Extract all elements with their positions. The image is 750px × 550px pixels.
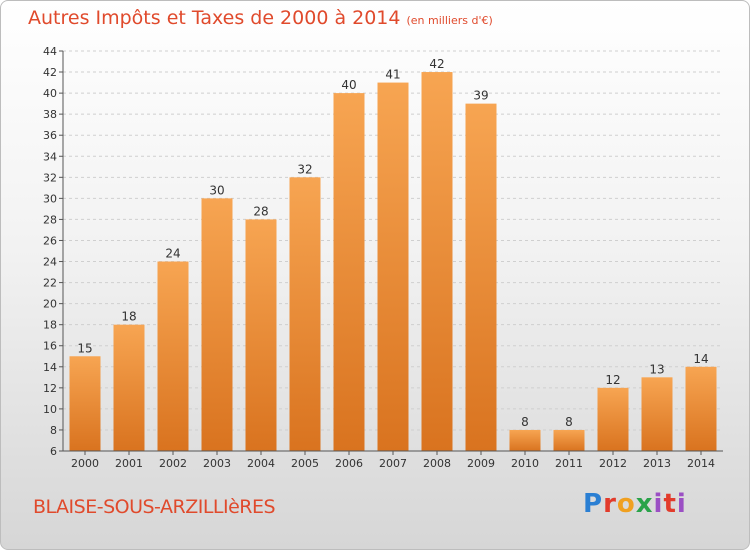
x-tick-label: 2005	[291, 457, 319, 470]
bar-2013	[641, 377, 673, 451]
y-tick-label: 34	[43, 150, 57, 163]
chart-unit: (en milliers d'€)	[406, 14, 493, 27]
y-tick-label: 32	[43, 171, 57, 184]
bar-2012	[597, 387, 629, 451]
bar-value-label: 42	[429, 57, 444, 71]
y-tick-label: 40	[43, 87, 57, 100]
bar-2007	[377, 82, 409, 451]
bar-2014	[685, 366, 717, 451]
y-tick-label: 20	[43, 298, 57, 311]
bar-2000	[69, 356, 101, 451]
y-tick-label: 28	[43, 213, 57, 226]
y-tick-label: 30	[43, 192, 57, 205]
x-tick-label: 2000	[71, 457, 99, 470]
y-tick-label: 42	[43, 66, 57, 79]
x-tick-label: 2003	[203, 457, 231, 470]
bar-2004	[245, 219, 277, 451]
bar-2002	[157, 261, 189, 451]
y-tick-label: 10	[43, 403, 57, 416]
bar-2008	[421, 72, 453, 451]
y-tick-label: 38	[43, 108, 57, 121]
town-name: BLAISE-SOUS-ARZILLIèRES	[33, 496, 276, 518]
y-axis: 6 8 10 12 14 16 18 20 22 24 26 28 30 32 34 36 38 40 42 44	[43, 45, 64, 458]
x-tick-label: 2008	[423, 457, 451, 470]
bar-2005	[289, 177, 321, 451]
bars: 15 18 24 30 28 32 40 41 42 39 8 8 12 13 14	[69, 57, 717, 452]
x-tick-label: 2002	[159, 457, 187, 470]
y-tick-label: 36	[43, 129, 57, 142]
bar-value-label: 40	[341, 78, 356, 92]
bar-value-label: 8	[521, 415, 529, 429]
bar-value-label: 30	[209, 183, 224, 197]
y-tick-label: 26	[43, 234, 57, 247]
bar-value-label: 24	[165, 247, 180, 261]
x-tick-label: 2013	[643, 457, 671, 470]
bar-value-label: 13	[649, 362, 664, 376]
x-tick-label: 2007	[379, 457, 407, 470]
bar-value-label: 15	[77, 341, 92, 355]
x-tick-label: 2004	[247, 457, 275, 470]
x-tick-label: 2012	[599, 457, 627, 470]
bar-2011	[553, 429, 585, 451]
y-tick-label: 8	[50, 424, 57, 437]
bar-value-label: 14	[693, 352, 708, 366]
bar-value-label: 8	[565, 415, 573, 429]
y-tick-label: 22	[43, 277, 57, 290]
y-tick-label: 18	[43, 319, 57, 332]
x-axis: 2000 2001 2002 2003 2004 2005 2006 2007 2008 2009…	[63, 450, 723, 470]
bar-2009	[465, 103, 497, 451]
bar-2010	[509, 429, 541, 451]
y-tick-label: 44	[43, 45, 57, 58]
bar-2006	[333, 93, 365, 452]
x-tick-label: 2010	[511, 457, 539, 470]
bar-2003	[201, 198, 233, 451]
y-tick-label: 16	[43, 340, 57, 353]
x-tick-label: 2009	[467, 457, 495, 470]
bar-value-label: 28	[253, 204, 268, 218]
x-tick-label: 2011	[555, 457, 583, 470]
bar-value-label: 12	[605, 373, 620, 387]
x-tick-label: 2001	[115, 457, 143, 470]
chart-title: Autres Impôts et Taxes de 2000 à 2014 (en…	[28, 7, 493, 29]
y-tick-label: 14	[43, 361, 57, 374]
bar-value-label: 39	[473, 89, 488, 103]
y-tick-label: 12	[43, 382, 57, 395]
proxiti-logo: Proxiti	[583, 489, 687, 519]
y-tick-label: 6	[50, 445, 57, 458]
x-tick-label: 2006	[335, 457, 363, 470]
bar-value-label: 18	[121, 310, 136, 324]
bar-value-label: 32	[297, 162, 312, 176]
bar-value-label: 41	[385, 68, 400, 82]
chart-title-text: Autres Impôts et Taxes de 2000 à 2014	[28, 7, 401, 29]
y-tick-label: 24	[43, 256, 57, 269]
x-tick-label: 2014	[687, 457, 715, 470]
bar-2001	[113, 324, 145, 451]
